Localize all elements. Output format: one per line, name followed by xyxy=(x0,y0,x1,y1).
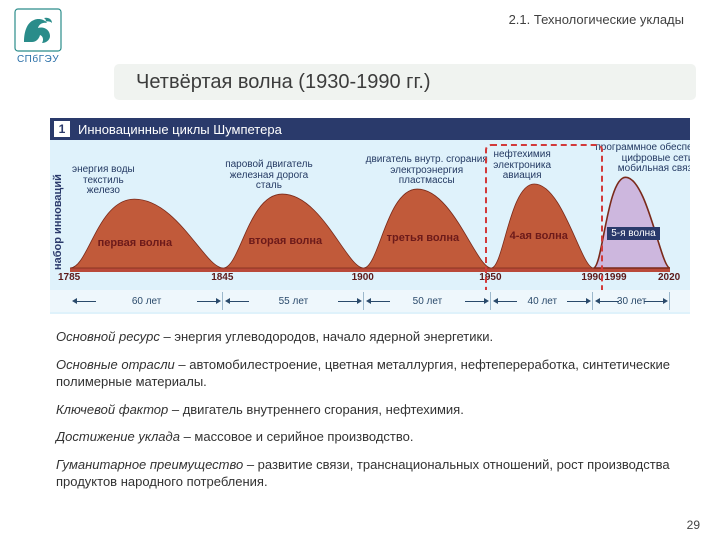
chart-header-text: Инновацинные циклы Шумпетера xyxy=(78,122,282,137)
duration-cell: 40 лет xyxy=(491,290,593,312)
wave-in-label: 5-я волна xyxy=(607,227,660,240)
wave xyxy=(223,194,363,268)
description-item: Ключевой фактор – двигатель внутреннего … xyxy=(56,401,682,419)
title-bar: Четвёртая волна (1930-1990 гг.) xyxy=(114,64,696,100)
slide: СПбГЭУ 2.1. Технологические уклады Четвё… xyxy=(0,0,720,540)
wave-top-label: энергия водытекстильжелезо xyxy=(72,165,135,197)
wave-in-label: первая волна xyxy=(98,237,173,249)
wave-top-label: нефтехимияэлектроникаавиация xyxy=(493,150,551,182)
duration-band: 60 лет55 лет50 лет40 лет30 лет xyxy=(50,290,690,312)
description-term: Гуманитарное преимущество xyxy=(56,457,243,472)
year-label: 1999 xyxy=(604,272,626,283)
description-item: Основной ресурс – энергия углеводородов,… xyxy=(56,328,682,346)
year-label: 1785 xyxy=(58,272,80,283)
description-item: Гуманитарное преимущество – развитие свя… xyxy=(56,456,682,491)
year-label: 1900 xyxy=(352,272,374,283)
description-term: Основной ресурс xyxy=(56,329,160,344)
description-text: – двигатель внутреннего сгорания, нефтех… xyxy=(168,402,464,417)
page-title: Четвёртая волна (1930-1990 гг.) xyxy=(136,71,431,94)
schumpeter-chart: 1 Инновацинные циклы Шумпетера набор инн… xyxy=(50,118,690,314)
year-label: 2020 xyxy=(658,272,680,283)
duration-cell: 30 лет xyxy=(593,290,670,312)
duration-cell: 55 лет xyxy=(223,290,363,312)
description-term: Основные отрасли xyxy=(56,357,175,372)
wave-top-label: программное обеспечениецифровые сетимоби… xyxy=(595,143,690,175)
logo: СПбГЭУ xyxy=(10,8,66,65)
duration-cell: 50 лет xyxy=(364,290,492,312)
y-axis-label: набор инноваций xyxy=(52,174,64,270)
description-item: Основные отрасли – автомобилестроение, ц… xyxy=(56,356,682,391)
chart-header-number: 1 xyxy=(54,121,70,137)
chart-body: набор инноваций энергия водытекстильжеле… xyxy=(50,140,690,290)
year-label: 1990 xyxy=(581,272,603,283)
wave-in-label: 4-ая волна xyxy=(510,230,568,242)
wave-in-label: третья волна xyxy=(387,232,460,244)
wave-in-label: вторая волна xyxy=(248,235,322,247)
logo-caption: СПбГЭУ xyxy=(10,54,66,65)
breadcrumb: 2.1. Технологические уклады xyxy=(509,12,684,27)
wave xyxy=(70,199,223,268)
wave xyxy=(364,189,492,268)
wave xyxy=(491,184,593,268)
description-item: Достижение уклада – массовое и серийное … xyxy=(56,428,682,446)
griffin-icon xyxy=(14,8,62,52)
page-number: 29 xyxy=(687,518,700,532)
year-label: 1845 xyxy=(211,272,233,283)
wave xyxy=(593,177,670,268)
year-label: 1950 xyxy=(479,272,501,283)
duration-cell: 60 лет xyxy=(70,290,223,312)
description-term: Достижение уклада xyxy=(56,429,180,444)
description-text: – массовое и серийное производство. xyxy=(180,429,414,444)
description-text: – энергия углеводородов, начало ядерной … xyxy=(160,329,493,344)
description-term: Ключевой фактор xyxy=(56,402,168,417)
wave-top-label: паровой двигательжелезная дорогасталь xyxy=(225,160,312,192)
chart-header: 1 Инновацинные циклы Шумпетера xyxy=(50,118,690,140)
description-block: Основной ресурс – энергия углеводородов,… xyxy=(56,328,682,491)
wave-top-label: двигатель внутр. сгоранияэлектроэнергияп… xyxy=(366,155,488,187)
